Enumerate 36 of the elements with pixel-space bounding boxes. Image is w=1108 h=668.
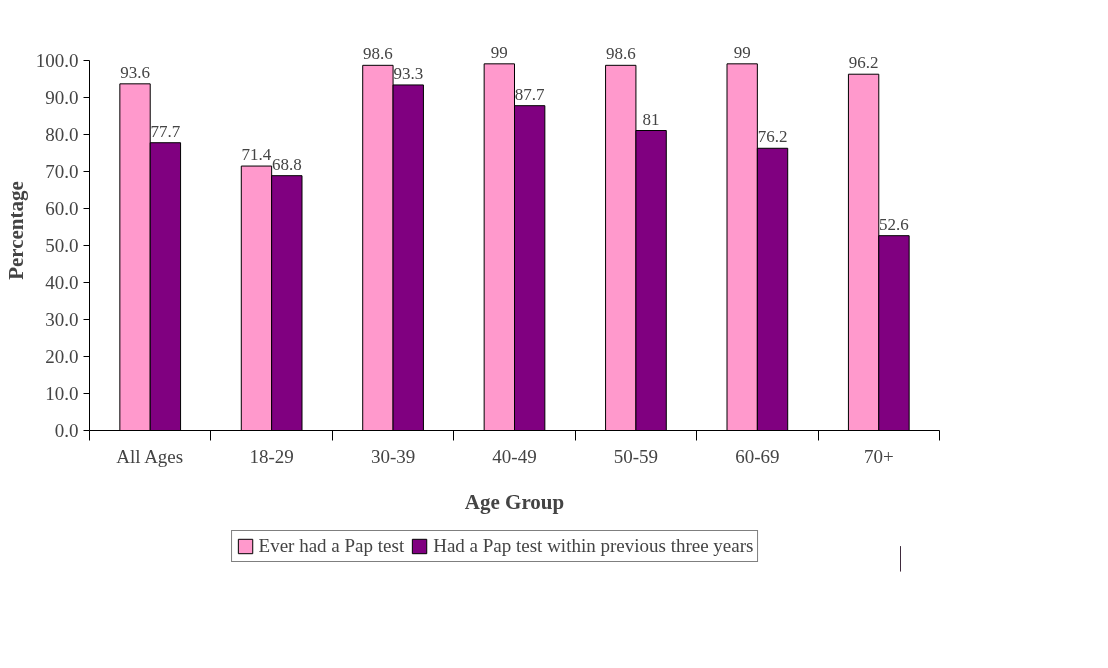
- data-label: 98.6: [605, 44, 636, 64]
- legend-label: Had a Pap test within previous three years: [433, 535, 754, 557]
- y-tick-label: 0.0: [54, 420, 79, 441]
- y-axis-title: Percentage: [3, 181, 28, 280]
- y-tick-label: 50.0: [45, 234, 79, 256]
- data-label: 81: [642, 109, 660, 129]
- y-tick-label: 20.0: [45, 345, 79, 367]
- y-tick-label: 40.0: [45, 271, 79, 293]
- y-tick-label: 10.0: [45, 382, 79, 404]
- data-label: 52.6: [879, 214, 909, 234]
- y-tick-label: 70.0: [45, 160, 79, 182]
- x-tick-label: 30-39: [370, 445, 416, 467]
- y-tick-label: 90.0: [45, 86, 79, 108]
- data-label: 93.3: [393, 63, 424, 83]
- data-label: 71.4: [241, 145, 272, 165]
- x-axis-title: Age Group: [464, 489, 565, 514]
- data-label: 98.6: [363, 44, 393, 64]
- data-label: 99: [733, 42, 751, 62]
- x-tick-label: 70+: [863, 445, 894, 467]
- y-tick-label: 80.0: [45, 123, 79, 145]
- legend-label: Ever had a Pap test: [258, 535, 405, 557]
- data-label: 77.7: [150, 121, 181, 141]
- y-tick-label: 60.0: [45, 197, 79, 219]
- x-tick-label: 40-49: [492, 445, 537, 467]
- data-label: 68.8: [271, 154, 302, 174]
- data-label: 87.7: [514, 84, 546, 104]
- x-tick-label: All Ages: [116, 445, 184, 467]
- data-label: 96.2: [848, 53, 879, 73]
- data-label: 93.6: [120, 62, 150, 82]
- x-tick-label: 18-29: [249, 445, 294, 467]
- y-tick-label: 100.0: [35, 49, 79, 71]
- data-label: 76.2: [757, 127, 788, 147]
- x-tick-label: 50-59: [613, 445, 659, 467]
- data-label: 99: [490, 42, 508, 62]
- y-tick-label: 30.0: [45, 308, 79, 330]
- x-tick-label: 60-69: [735, 445, 780, 467]
